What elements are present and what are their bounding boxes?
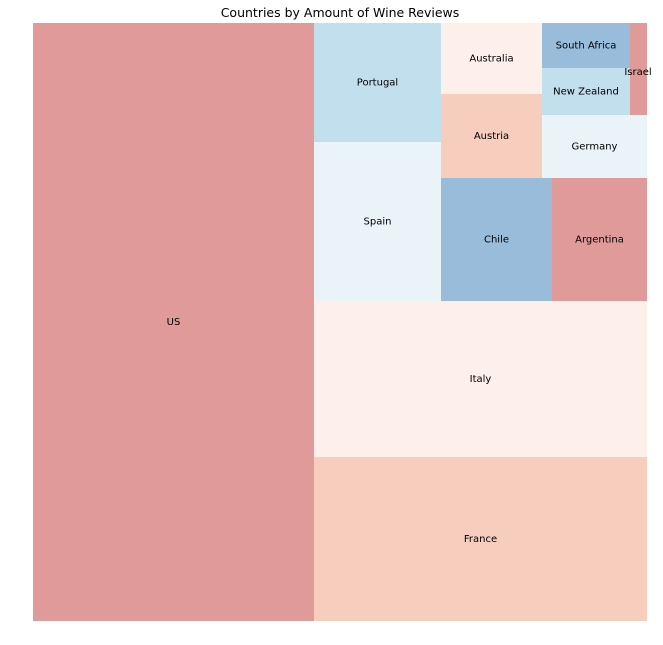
tile-label-new-zealand: New Zealand — [553, 87, 619, 98]
tile-spain — [314, 142, 441, 301]
tile-label-chile: Chile — [484, 235, 509, 246]
tile-france — [314, 457, 647, 621]
tile-label-israel: Israel — [624, 67, 651, 78]
tile-label-italy: Italy — [470, 374, 492, 385]
tile-label-germany: Germany — [572, 142, 618, 153]
tile-new-zealand — [542, 68, 630, 115]
tile-south-africa — [542, 23, 630, 68]
tile-austria — [441, 94, 542, 178]
tile-label-france: France — [464, 534, 497, 545]
tile-portugal — [314, 23, 441, 142]
tile-label-australia: Australia — [469, 54, 513, 65]
tile-label-spain: Spain — [364, 217, 392, 228]
tile-australia — [441, 23, 542, 94]
tile-label-austria: Austria — [474, 131, 509, 142]
tile-germany — [542, 115, 647, 178]
tile-label-portugal: Portugal — [357, 78, 398, 89]
tile-chile — [441, 178, 552, 301]
tile-label-argentina: Argentina — [575, 235, 624, 246]
tile-label-us: US — [167, 317, 181, 328]
tile-israel — [630, 23, 647, 115]
tile-argentina — [552, 178, 647, 301]
tile-italy — [314, 301, 647, 457]
tile-us — [33, 23, 314, 621]
chart-title: Countries by Amount of Wine Reviews — [220, 5, 460, 20]
tile-label-south-africa: South Africa — [556, 41, 617, 52]
